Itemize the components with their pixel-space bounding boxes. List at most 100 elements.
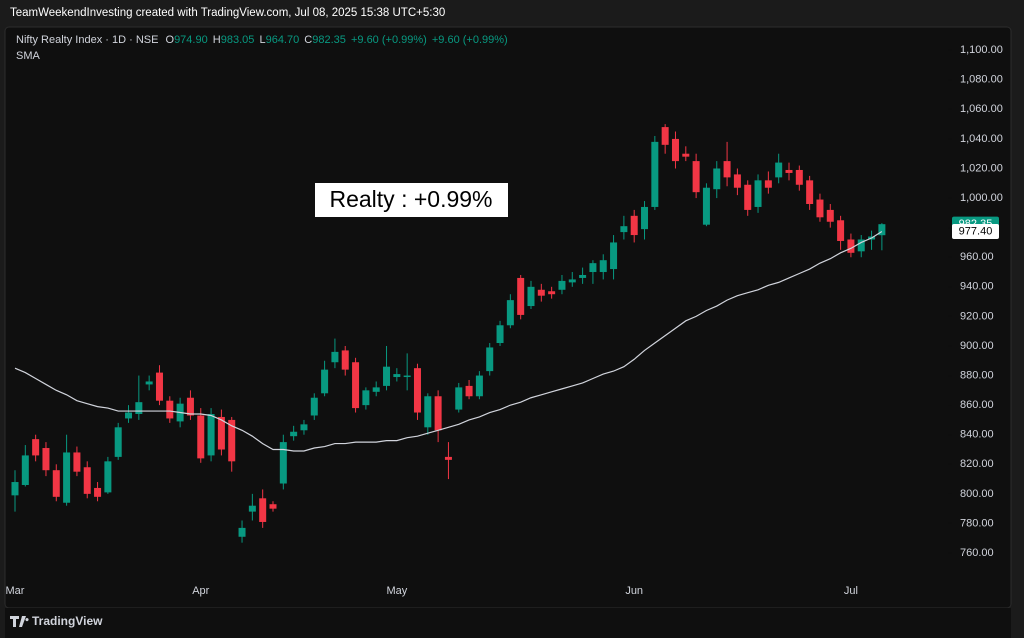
ohlc-key: H bbox=[213, 34, 221, 46]
candle-body bbox=[837, 220, 845, 241]
candle-body bbox=[155, 372, 163, 401]
y-tick-label: 960.00 bbox=[960, 251, 994, 263]
y-tick-label: 920.00 bbox=[960, 310, 994, 322]
y-tick-label: 1,040.00 bbox=[960, 133, 1003, 145]
candle-body bbox=[352, 362, 360, 409]
candle-body bbox=[816, 199, 824, 218]
candle-body bbox=[455, 387, 463, 410]
candle-body bbox=[486, 347, 494, 372]
candle-body bbox=[847, 239, 855, 253]
candle-body bbox=[300, 424, 308, 431]
candle-body bbox=[775, 162, 783, 178]
x-tick-label: Mar bbox=[6, 585, 25, 597]
candle-body bbox=[733, 174, 741, 188]
candle-body bbox=[42, 448, 50, 471]
sma-legend: SMA bbox=[16, 50, 41, 62]
candle-body bbox=[651, 141, 659, 207]
candle-body bbox=[713, 168, 721, 190]
x-tick-label: Jul bbox=[844, 585, 858, 597]
candle-body bbox=[279, 442, 287, 484]
candle-body bbox=[362, 390, 370, 406]
candle-body bbox=[413, 368, 421, 413]
y-tick-label: 800.00 bbox=[960, 488, 994, 500]
candle-body bbox=[269, 504, 277, 509]
candle-body bbox=[310, 397, 318, 416]
candle-body bbox=[73, 452, 81, 472]
y-tick-label: 840.00 bbox=[960, 429, 994, 441]
candle-body bbox=[702, 187, 710, 225]
x-tick-label: Jun bbox=[625, 585, 643, 597]
candle-body bbox=[764, 180, 772, 188]
candle-body bbox=[517, 277, 525, 315]
y-tick-label: 940.00 bbox=[960, 281, 994, 293]
x-tick-label: Apr bbox=[192, 585, 209, 597]
y-tick-label: 820.00 bbox=[960, 458, 994, 470]
candle-body bbox=[32, 439, 40, 456]
candle-body bbox=[403, 375, 411, 378]
candle-body bbox=[857, 239, 865, 252]
candle-body bbox=[434, 396, 442, 431]
candle-body bbox=[217, 416, 225, 450]
y-tick-label: 860.00 bbox=[960, 399, 994, 411]
candle-body bbox=[558, 280, 566, 290]
candle-body bbox=[197, 415, 205, 459]
candle-body bbox=[125, 412, 133, 419]
ohlc-value: 983.05 bbox=[221, 34, 255, 46]
candle-body bbox=[114, 427, 122, 457]
candle-body bbox=[496, 325, 504, 344]
candle-body bbox=[166, 400, 174, 419]
y-tick-label: 880.00 bbox=[960, 369, 994, 381]
change: +9.60 (+0.99%) bbox=[351, 34, 427, 46]
candle-body bbox=[465, 385, 473, 397]
x-tick-label: May bbox=[386, 585, 407, 597]
candle-body bbox=[186, 397, 194, 416]
y-tick-label: 780.00 bbox=[960, 517, 994, 529]
candle-body bbox=[341, 350, 349, 370]
candle-body bbox=[259, 498, 267, 522]
candle-body bbox=[744, 184, 752, 210]
candle-body bbox=[878, 224, 886, 236]
y-tick-label: 900.00 bbox=[960, 340, 994, 352]
price-badge-label: 977.40 bbox=[959, 225, 993, 237]
candle-body bbox=[248, 505, 256, 512]
candle-body bbox=[537, 289, 545, 296]
candle-body bbox=[506, 300, 514, 326]
candle-body bbox=[589, 263, 597, 273]
candle-body bbox=[52, 470, 60, 497]
y-tick-label: 1,100.00 bbox=[960, 44, 1003, 56]
candle-body bbox=[692, 161, 700, 193]
candle-body bbox=[207, 414, 215, 456]
candle-body bbox=[145, 381, 153, 385]
candle-body bbox=[527, 286, 535, 307]
ohlc-value: 974.90 bbox=[174, 34, 208, 46]
candle-body bbox=[795, 169, 803, 185]
candle-body bbox=[11, 482, 19, 496]
ohlc-key: C bbox=[304, 34, 312, 46]
candle-body bbox=[826, 209, 834, 222]
ohlc-key: O bbox=[166, 34, 175, 46]
y-tick-label: 1,020.00 bbox=[960, 162, 1003, 174]
candle-body bbox=[21, 455, 29, 485]
legend: Nifty Realty Index · 1D · NSE O974.90 H9… bbox=[16, 34, 508, 46]
candle-body bbox=[671, 138, 679, 162]
candle-body bbox=[228, 419, 236, 462]
ohlc-key: L bbox=[259, 34, 265, 46]
candle-body bbox=[383, 366, 391, 386]
ohlc-value: 982.35 bbox=[312, 34, 346, 46]
candle-body bbox=[785, 169, 793, 173]
y-tick-label: 1,060.00 bbox=[960, 103, 1003, 115]
candle-body bbox=[135, 402, 143, 415]
candle-body bbox=[620, 226, 628, 233]
price-badge bbox=[952, 224, 999, 240]
candle-body bbox=[444, 456, 452, 460]
watermark: TeamWeekendInvesting created with Tradin… bbox=[10, 7, 445, 19]
candle-body bbox=[321, 369, 329, 394]
change: +9.60 (+0.99%) bbox=[432, 34, 508, 46]
candle-body bbox=[424, 396, 432, 428]
candle-body bbox=[806, 180, 814, 204]
symbol: Nifty Realty Index · 1D · NSE bbox=[16, 34, 158, 46]
candle-body bbox=[599, 260, 607, 273]
candle-body bbox=[579, 274, 587, 278]
